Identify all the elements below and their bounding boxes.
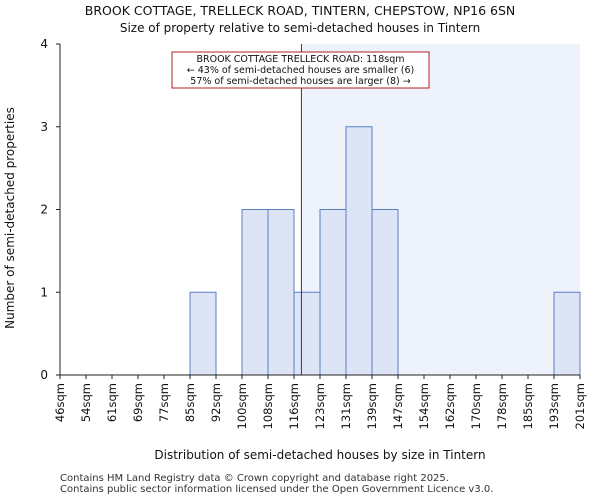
x-tick-label: 193sqm: [547, 383, 561, 429]
y-tick-label: 0: [40, 368, 48, 382]
x-tick-label: 170sqm: [469, 383, 483, 429]
x-tick-label: 54sqm: [79, 383, 93, 422]
y-tick-label: 3: [40, 120, 48, 134]
x-tick-label: 77sqm: [157, 383, 171, 422]
x-tick-label: 201sqm: [573, 383, 587, 429]
x-tick-label: 123sqm: [313, 383, 327, 429]
annotation-line: 57% of semi-detached houses are larger (…: [190, 76, 410, 87]
x-tick-label: 154sqm: [417, 383, 431, 429]
bar: [241, 209, 269, 376]
x-tick-label: 178sqm: [495, 383, 509, 429]
footer-licence: Contains public sector information licen…: [60, 484, 494, 495]
y-tick-label: 2: [40, 203, 48, 217]
x-tick-label: 116sqm: [287, 383, 301, 429]
chart-subtitle: Size of property relative to semi-detach…: [120, 21, 480, 35]
x-tick-label: 185sqm: [521, 383, 535, 429]
y-tick-label: 1: [40, 285, 48, 299]
annotation-line: ← 43% of semi-detached houses are smalle…: [187, 65, 415, 76]
x-tick-label: 139sqm: [365, 383, 379, 429]
x-tick-label: 46sqm: [53, 383, 67, 422]
plot-area: 0 1 2 3 4 46sqm 54sqm 61sqm 69sqm 77sqm 85sqm 92sqm…: [40, 37, 587, 429]
x-tick-label: 69sqm: [131, 383, 145, 422]
x-tick-label: 108sqm: [261, 383, 275, 429]
x-tick-label: 61sqm: [105, 383, 119, 422]
y-axis-label: Number of semi-detached properties: [3, 107, 17, 329]
footer-copyright: Contains HM Land Registry data © Crown c…: [60, 473, 449, 484]
annotation-line: BROOK COTTAGE TRELLECK ROAD: 118sqm: [196, 54, 404, 65]
bar: [371, 209, 399, 376]
x-axis-label: Distribution of semi-detached houses by …: [154, 448, 485, 462]
bar: [267, 209, 295, 376]
x-tick-label: 85sqm: [183, 383, 197, 422]
bar: [553, 291, 581, 376]
y-tick-label: 4: [40, 37, 48, 51]
bar: [345, 126, 373, 376]
bar: [319, 209, 347, 376]
x-tick-label: 162sqm: [443, 383, 457, 429]
bar: [293, 291, 321, 376]
x-tick-label: 131sqm: [339, 383, 353, 429]
x-tick-label: 92sqm: [209, 383, 223, 422]
bar: [189, 291, 217, 376]
x-tick-label: 147sqm: [391, 383, 405, 429]
annotation-box: [171, 51, 430, 89]
chart-title: BROOK COTTAGE, TRELLECK ROAD, TINTERN, C…: [85, 3, 515, 18]
x-tick-label: 100sqm: [235, 383, 249, 429]
